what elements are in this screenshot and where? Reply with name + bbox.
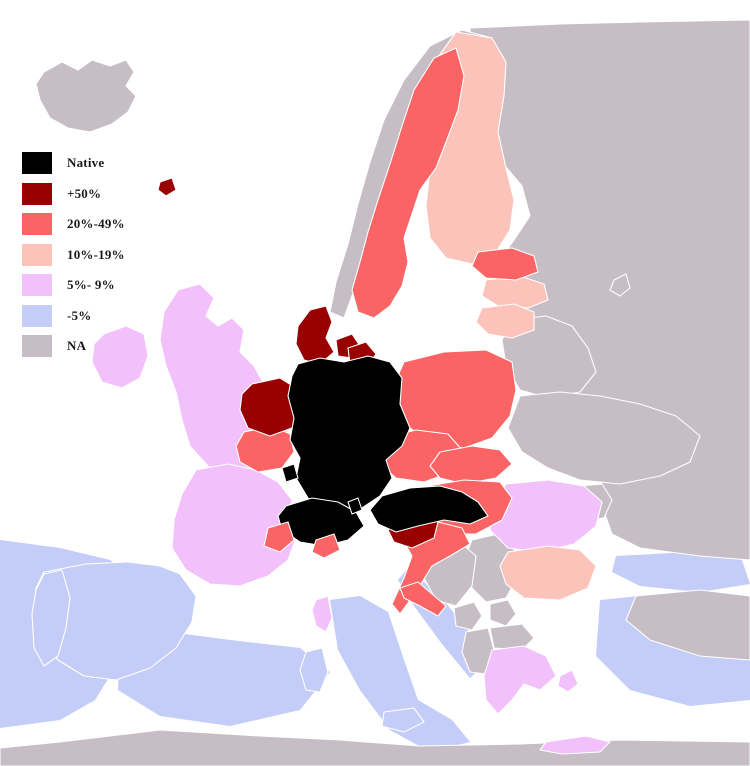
country-corsica[interactable] xyxy=(311,595,333,633)
country-north-africa[interactable] xyxy=(0,729,750,766)
country-sicily[interactable] xyxy=(381,707,425,733)
alpine-accents-layer xyxy=(263,521,447,617)
country-iceland[interactable] xyxy=(35,59,137,133)
accent-dalmatia[interactable] xyxy=(399,581,447,617)
country-estonia[interactable] xyxy=(471,247,539,281)
country-slovakia[interactable] xyxy=(429,445,513,485)
legend: Native +50% 20%-49% 10%-19% 5%- 9% -5% N… xyxy=(22,148,142,362)
sea-tyrrhenian xyxy=(330,596,470,752)
country-faroe-islands[interactable] xyxy=(157,177,177,197)
legend-swatch-over-50 xyxy=(22,182,52,205)
country-belarus[interactable] xyxy=(501,315,597,399)
legend-item-na: NA xyxy=(22,331,142,362)
country-greece[interactable] xyxy=(483,645,557,715)
country-greece-islands[interactable] xyxy=(557,669,579,693)
country-turkey[interactable] xyxy=(625,589,750,661)
legend-swatch-20-49 xyxy=(22,213,52,236)
legend-label-20-49: 20%-49% xyxy=(67,216,125,232)
country-sweden[interactable] xyxy=(351,47,465,319)
country-lithuania[interactable] xyxy=(475,303,535,339)
legend-swatch-native xyxy=(22,152,52,175)
island-gotland-grey[interactable] xyxy=(609,273,631,297)
country-sardinia[interactable] xyxy=(299,647,329,693)
legend-swatch-5-9 xyxy=(22,274,52,297)
accent-ticino[interactable] xyxy=(311,533,341,559)
country-bulgaria[interactable] xyxy=(499,545,597,601)
legend-swatch-under-5 xyxy=(22,304,52,327)
legend-item-10-19: 10%-19% xyxy=(22,240,142,271)
legend-label-native: Native xyxy=(67,155,105,171)
legend-item-5-9: 5%- 9% xyxy=(22,270,142,301)
legend-label-na: NA xyxy=(67,338,87,354)
country-denmark[interactable] xyxy=(295,305,335,365)
legend-swatch-10-19 xyxy=(22,243,52,266)
legend-swatch-na xyxy=(22,335,52,358)
legend-item-20-49: 20%-49% xyxy=(22,209,142,240)
accent-romandy[interactable] xyxy=(263,521,295,553)
legend-label-over-50: +50% xyxy=(67,185,102,201)
legend-item-native: Native xyxy=(22,148,142,179)
legend-label-under-5: -5% xyxy=(67,307,92,323)
sea-black-sea xyxy=(612,552,750,592)
country-france[interactable] xyxy=(171,463,297,587)
country-montenegro[interactable] xyxy=(453,601,483,631)
country-ukraine[interactable] xyxy=(507,391,701,485)
country-luxembourg[interactable] xyxy=(281,463,299,483)
legend-item-over-50: +50% xyxy=(22,179,142,210)
country-north-macedonia[interactable] xyxy=(489,623,535,651)
country-crete[interactable] xyxy=(539,735,611,755)
legend-label-5-9: 5%- 9% xyxy=(67,277,115,293)
country-germany[interactable] xyxy=(287,355,411,521)
sea-western-mediterranean xyxy=(118,632,330,726)
country-ireland[interactable] xyxy=(91,325,149,389)
country-kosovo[interactable] xyxy=(489,599,517,627)
country-austria[interactable] xyxy=(369,485,489,533)
under-5-layer xyxy=(31,561,425,733)
country-liechtenstein[interactable] xyxy=(347,497,363,515)
legend-label-10-19: 10%-19% xyxy=(67,246,125,262)
native-layer xyxy=(277,355,489,547)
country-netherlands[interactable] xyxy=(239,377,301,437)
legend-item-under-5: -5% xyxy=(22,301,142,332)
country-portugal[interactable] xyxy=(31,569,71,667)
